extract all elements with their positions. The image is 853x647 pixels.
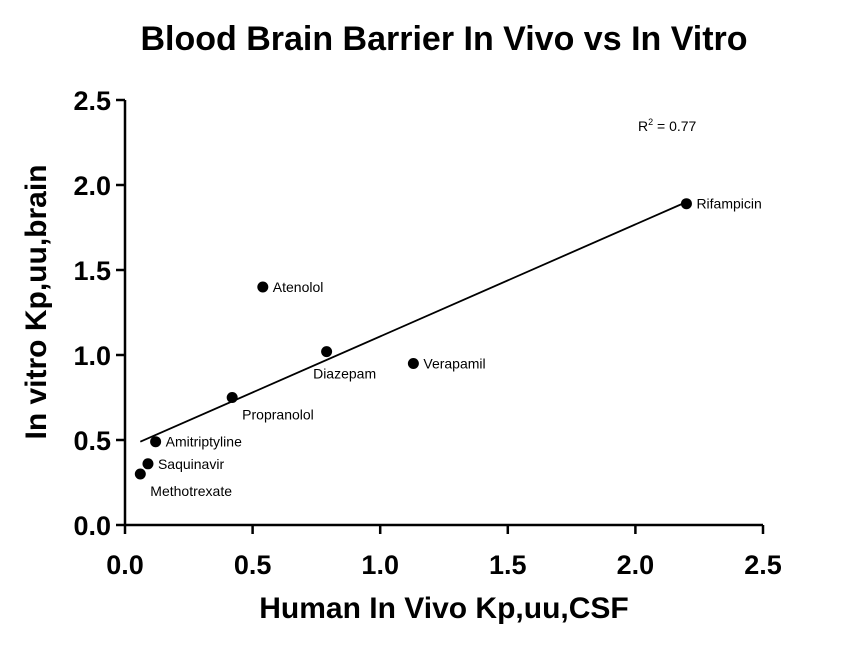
x-tick-label: 1.5 xyxy=(489,550,527,580)
data-point xyxy=(321,346,333,358)
y-axis-title: In vitro Kp,uu,brain xyxy=(20,165,53,440)
r-squared-superscript: 2 xyxy=(648,117,653,127)
y-tick-label: 1.5 xyxy=(73,256,111,286)
data-point-label: Propranolol xyxy=(242,407,314,423)
x-tick-label: 0.0 xyxy=(106,550,144,580)
y-tick-label: 1.0 xyxy=(73,341,111,371)
data-point xyxy=(134,468,146,480)
points-group: Rifampicin Atenolol Diazepam Verapamil Propr… xyxy=(134,196,762,499)
data-point-label: Atenolol xyxy=(273,279,324,295)
y-tick-label: 0.5 xyxy=(73,426,111,456)
x-tick-label: 2.5 xyxy=(744,550,782,580)
r-squared-value: = 0.77 xyxy=(653,118,696,134)
x-tick-label: 2.0 xyxy=(617,550,655,580)
y-tick-label: 2.5 xyxy=(73,86,111,116)
r-squared-annotation: R2 = 0.77 xyxy=(638,117,697,134)
data-point xyxy=(407,358,419,369)
y-tick-label: 2.0 xyxy=(73,171,111,201)
data-point-label: Methotrexate xyxy=(150,483,232,499)
y-tick-label: 0.0 xyxy=(73,511,111,541)
data-point xyxy=(226,392,238,403)
data-point-label: Verapamil xyxy=(423,356,485,372)
data-point-label: Amitriptyline xyxy=(166,434,242,450)
data-point-label: Rifampicin xyxy=(696,196,761,212)
x-axis-title: Human In Vivo Kp,uu,CSF xyxy=(259,592,628,625)
data-point xyxy=(150,436,162,448)
data-point xyxy=(142,458,154,470)
fit-line-group xyxy=(139,201,687,443)
data-point-label: Diazepam xyxy=(313,366,376,382)
r-squared-base: R xyxy=(638,118,648,134)
axes: 0.0 0.5 1.0 1.5 2.0 2.5 0.0 0.5 1.0 1.5 2.0 2.5 xyxy=(73,86,781,580)
data-point xyxy=(257,281,269,293)
fit-line xyxy=(139,201,687,443)
data-point xyxy=(680,198,692,210)
x-tick-label: 0.5 xyxy=(234,550,272,580)
x-tick-label: 1.0 xyxy=(361,550,399,580)
chart-title: Blood Brain Barrier In Vivo vs In Vitro xyxy=(140,20,747,58)
data-point-label: Saquinavir xyxy=(158,456,224,472)
